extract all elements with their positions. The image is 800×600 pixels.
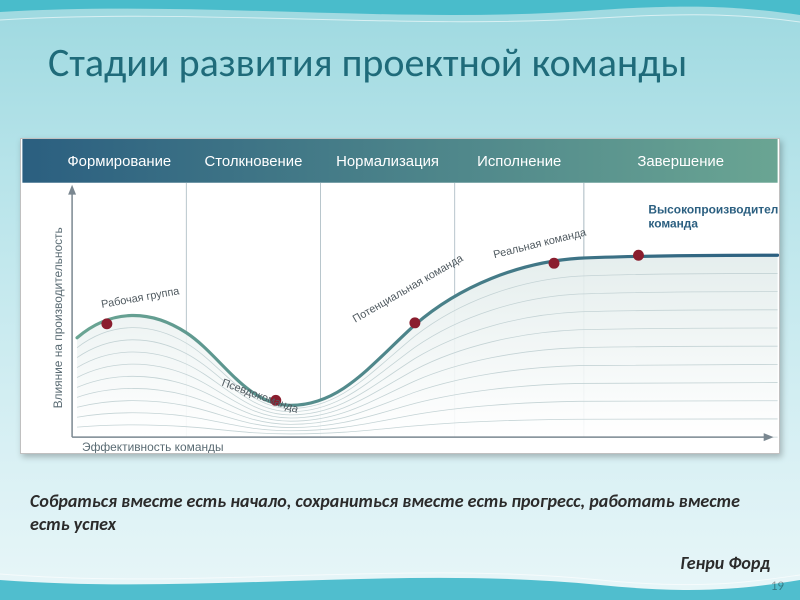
quote-author: Генри Форд — [680, 552, 770, 574]
svg-text:Нормализация: Нормализация — [336, 154, 439, 170]
svg-text:Завершение: Завершение — [637, 154, 724, 170]
svg-text:Эффективность команды: Эффективность команды — [82, 440, 224, 453]
page-number: 19 — [771, 579, 784, 594]
decorative-wave-top — [0, 0, 800, 30]
svg-text:Высокопроизводительнаякоманда: Высокопроизводительнаякоманда — [648, 203, 779, 231]
team-stages-chart: Формирование Столкновение Нормализация Испо… — [20, 138, 780, 454]
chart-svg: Формирование Столкновение Нормализация Испо… — [21, 139, 779, 453]
svg-text:Формирование: Формирование — [67, 154, 171, 170]
svg-text:Влияние на производительность: Влияние на производительность — [51, 227, 65, 408]
quote-text: Собраться вместе есть начало, сохранитьс… — [30, 490, 770, 535]
svg-text:Исполнение: Исполнение — [477, 154, 561, 170]
svg-text:Реальная команда: Реальная команда — [492, 226, 588, 261]
page-title: Стадии развития проектной команды — [48, 38, 687, 87]
svg-text:Столкновение: Столкновение — [204, 154, 302, 170]
svg-text:Рабочая группа: Рабочая группа — [100, 285, 181, 311]
